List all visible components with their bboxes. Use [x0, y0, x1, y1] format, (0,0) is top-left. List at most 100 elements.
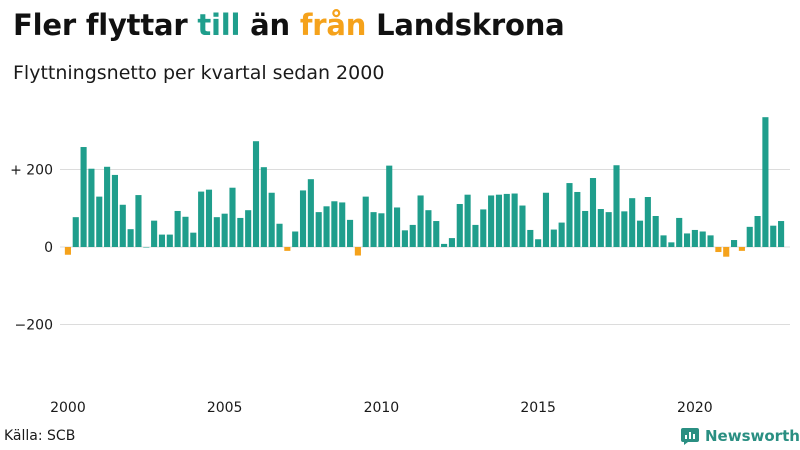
- bar: [621, 211, 628, 247]
- bar: [472, 224, 479, 247]
- x-tick-label: 2005: [207, 400, 243, 416]
- bar: [746, 226, 753, 247]
- bar: [550, 229, 557, 247]
- brand-logo: Newsworthy: [680, 426, 800, 446]
- brand-name: Newsworthy: [705, 427, 800, 445]
- y-tick-label: 0: [44, 240, 53, 256]
- bar: [378, 213, 385, 247]
- x-tick-label: 2015: [520, 400, 556, 416]
- bar: [644, 197, 651, 247]
- title-word-fran: från: [299, 8, 367, 42]
- bar: [182, 216, 189, 247]
- title-part-3: än: [240, 8, 300, 42]
- x-tick-label: 2000: [50, 400, 86, 416]
- bar: [417, 195, 424, 247]
- bar: [683, 233, 691, 247]
- bar: [582, 210, 589, 247]
- bar: [119, 204, 126, 247]
- bar: [135, 195, 142, 247]
- bar: [676, 217, 683, 247]
- bar: [535, 239, 542, 247]
- bar: [425, 210, 432, 247]
- bar: [64, 247, 71, 255]
- bar: [104, 166, 111, 247]
- bar: [158, 234, 166, 247]
- bar: [339, 202, 346, 247]
- bar: [691, 229, 698, 247]
- bar: [723, 247, 730, 257]
- bar: [198, 191, 205, 247]
- bar: [127, 229, 134, 247]
- bar: [770, 225, 777, 247]
- title-word-till: till: [197, 8, 241, 42]
- bar: [762, 117, 769, 247]
- bar: [252, 141, 260, 247]
- bar: [636, 220, 644, 247]
- bar: [409, 224, 416, 247]
- bar: [456, 203, 463, 247]
- bar: [307, 179, 314, 247]
- bar: [72, 217, 79, 247]
- bar: [738, 247, 745, 251]
- bar: [299, 190, 307, 247]
- bar: [715, 247, 722, 253]
- bar: [503, 193, 510, 247]
- bar: [96, 196, 103, 247]
- bar: [511, 193, 518, 247]
- bar-chart: + 200 0 −200 2000 2005 2010 2015 2020: [10, 117, 790, 416]
- bar: [394, 207, 401, 247]
- bar: [370, 212, 377, 247]
- bar: [448, 238, 455, 247]
- bar: [190, 232, 197, 247]
- bar: [527, 229, 534, 247]
- bar: [433, 221, 440, 247]
- bar: [151, 220, 158, 247]
- bar: [237, 217, 244, 247]
- y-tick-label: −200: [15, 318, 53, 334]
- bar: [441, 243, 448, 247]
- bar: [174, 210, 181, 247]
- y-tick-label: + 200: [10, 163, 53, 179]
- bar: [284, 247, 291, 251]
- bar: [480, 209, 487, 247]
- bar: [346, 219, 354, 247]
- bar: [213, 217, 220, 247]
- title-part-5: Landskrona: [366, 8, 565, 42]
- newsworthy-logo-icon: [681, 428, 699, 445]
- bar: [143, 247, 150, 248]
- bar: [401, 230, 408, 247]
- bar: [574, 191, 581, 247]
- bar: [111, 174, 118, 247]
- bar: [495, 194, 503, 247]
- bar: [488, 195, 495, 247]
- bar: [80, 147, 87, 247]
- bar: [754, 216, 761, 247]
- bar: [778, 221, 785, 247]
- bar: [362, 196, 369, 247]
- bar: [245, 210, 252, 247]
- bar: [668, 242, 675, 247]
- title-part-1: Fler flyttar: [13, 8, 198, 42]
- bar: [605, 212, 612, 247]
- chart-title: Fler flyttar till än från Landskrona: [13, 8, 565, 42]
- bar: [464, 194, 471, 247]
- bar: [331, 201, 338, 247]
- source-note: Källa: SCB: [4, 428, 76, 444]
- bar: [731, 240, 738, 247]
- bar: [707, 235, 714, 247]
- bar: [558, 222, 565, 247]
- bar: [221, 213, 228, 247]
- x-tick-label: 2020: [677, 400, 713, 416]
- bar: [276, 223, 283, 247]
- bar: [597, 209, 604, 247]
- bar: [566, 183, 573, 247]
- bar: [260, 167, 267, 247]
- bar: [613, 165, 620, 247]
- x-tick-label: 2010: [364, 400, 400, 416]
- bar: [354, 247, 361, 256]
- bar: [268, 192, 275, 247]
- bar: [323, 206, 330, 247]
- chart-subtitle: Flyttningsnetto per kvartal sedan 2000: [13, 62, 385, 84]
- bar: [629, 198, 636, 247]
- bar: [88, 168, 95, 247]
